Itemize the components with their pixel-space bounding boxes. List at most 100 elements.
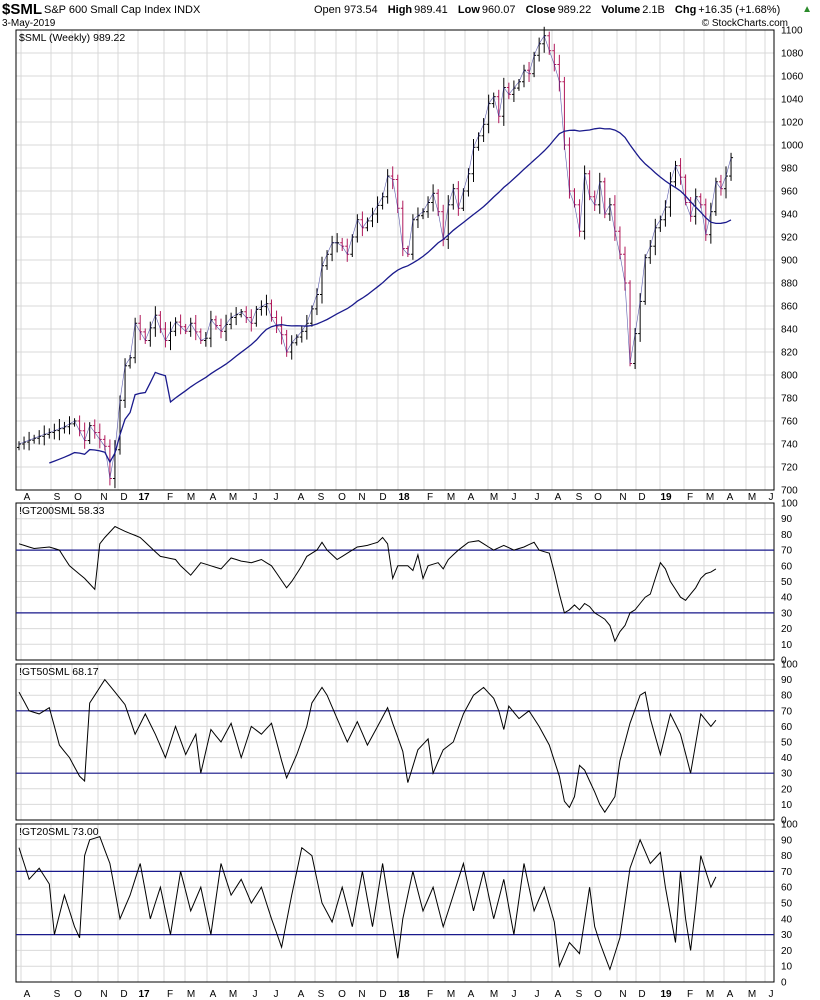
x-tick-label: A <box>727 492 734 503</box>
up-triangle-icon: ▲ <box>802 4 812 15</box>
y-tick-label: 50 <box>781 738 793 749</box>
y-tick-label: 20 <box>781 946 793 957</box>
x-tick-label: M <box>748 989 756 1000</box>
y-tick-label: 70 <box>781 867 793 878</box>
panel-legend: !GT20SML 73.00 <box>19 826 99 838</box>
y-tick-label: 940 <box>781 210 798 221</box>
security-full-name: S&P 600 Small Cap Index <box>44 4 171 16</box>
y-tick-label: 900 <box>781 256 798 267</box>
x-tick-label: S <box>576 492 583 503</box>
brand-credit: © StockCharts.com <box>701 18 788 29</box>
y-tick-label: 780 <box>781 394 798 405</box>
x-tick-label: A <box>468 492 475 503</box>
y-tick-label: 760 <box>781 417 798 428</box>
panel-4: 0 10 20 30 40 50 60 70 80 90 100 !GT20SML 73.00 <box>15 820 798 989</box>
x-axis-bottom: A S O N D 17 F M A M J J A S O N D 18 F M A M J J A S O N D 19 F M A M J <box>24 989 774 1000</box>
x-tick-label: N <box>100 492 107 503</box>
quote-summary: Open 973.54 High 989.41 Low 960.07 Close 98… <box>314 4 780 16</box>
y-tick-label: 100 <box>781 660 798 671</box>
y-tick-label: 100 <box>781 820 798 831</box>
x-tick-label: 19 <box>660 989 672 1000</box>
x-tick-label: 18 <box>398 989 410 1000</box>
y-tick-label: 30 <box>781 930 793 941</box>
close-line <box>18 35 732 479</box>
y-tick-label: 10 <box>781 800 793 811</box>
high-label: High <box>387 4 413 16</box>
y-tick-label: 20 <box>781 624 793 635</box>
change-value: +16.35 (+1.68%) <box>698 4 781 16</box>
x-tick-label: F <box>167 492 173 503</box>
x-tick-label: A <box>298 492 305 503</box>
x-tick-label: M <box>187 492 195 503</box>
x-tick-label: S <box>54 492 61 503</box>
panel-frame <box>15 663 775 821</box>
open-value: 973.54 <box>343 4 378 16</box>
y-tick-label: 920 <box>781 233 798 244</box>
panel-frame <box>15 29 775 491</box>
price-bars <box>17 26 734 489</box>
y-tick-label: 40 <box>781 593 793 604</box>
x-tick-label: J <box>535 989 540 1000</box>
high-value: 989.41 <box>414 4 448 16</box>
panel-3: 0 10 20 30 40 50 60 70 80 90 100 !GT50SML 68.17 <box>15 660 798 827</box>
x-tick-label: F <box>687 989 693 1000</box>
x-tick-label: 17 <box>138 989 150 1000</box>
x-tick-label: J <box>512 492 517 503</box>
y-tick-label: 1060 <box>781 72 804 83</box>
y-tick-label: 80 <box>781 530 793 541</box>
security-name: S&P 600 Small Cap Index INDX <box>44 4 200 16</box>
y-tick-label: 1100 <box>781 26 803 37</box>
y-tick-label: 50 <box>781 899 793 910</box>
x-tick-label: 18 <box>398 492 410 503</box>
y-tick-label: 0 <box>781 978 787 989</box>
y-tick-label: 70 <box>781 546 793 557</box>
panel-1: 700 720 740 760 780 800 820 840 860 880 900 920 940 9… <box>15 26 804 497</box>
chart-header: $SML S&P 600 Small Cap Index INDX 3-May-… <box>2 1 818 31</box>
x-tick-label: D <box>638 989 645 1000</box>
x-tick-label: F <box>687 492 693 503</box>
x-tick-label: J <box>512 989 517 1000</box>
x-tick-label: A <box>24 989 31 1000</box>
x-tick-label: M <box>447 989 455 1000</box>
x-tick-label: M <box>229 989 237 1000</box>
x-tick-label: M <box>490 989 498 1000</box>
open-label: Open <box>314 4 341 16</box>
y-tick-label: 820 <box>781 348 798 359</box>
panel-legend: !GT200SML 58.33 <box>19 505 105 517</box>
x-tick-label: J <box>769 989 774 1000</box>
y-tick-label: 980 <box>781 164 798 175</box>
breadth-line-2 <box>18 678 717 814</box>
y-tick-label: 10 <box>781 962 793 973</box>
y-tick-label: 60 <box>781 883 793 894</box>
x-tick-label: S <box>576 989 583 1000</box>
y-tick-label: 1040 <box>781 95 804 106</box>
volume-label: Volume <box>601 4 641 16</box>
low-label: Low <box>457 4 480 16</box>
x-tick-label: A <box>210 492 217 503</box>
x-tick-label: A <box>210 989 217 1000</box>
y-tick-label: 80 <box>781 691 793 702</box>
x-tick-label: F <box>167 989 173 1000</box>
x-tick-label: M <box>706 492 714 503</box>
y-tick-label: 1020 <box>781 118 804 129</box>
y-tick-label: 60 <box>781 722 793 733</box>
x-tick-label: O <box>594 492 602 503</box>
change-label: Chg <box>674 4 697 16</box>
x-tick-label: M <box>706 989 714 1000</box>
y-tick-label: 700 <box>781 486 798 497</box>
x-tick-label: D <box>638 492 645 503</box>
y-tick-label: 1000 <box>781 141 804 152</box>
low-value: 960.07 <box>481 4 516 16</box>
y-tick-label: 40 <box>781 914 793 925</box>
x-tick-label: N <box>358 989 365 1000</box>
x-tick-label: A <box>727 989 734 1000</box>
x-tick-label: J <box>253 492 258 503</box>
x-tick-label: D <box>379 989 386 1000</box>
x-tick-label: N <box>100 989 107 1000</box>
panel-frame <box>15 502 775 661</box>
x-tick-label: M <box>187 989 195 1000</box>
x-tick-label: 17 <box>138 492 150 503</box>
volume-value: 2.1B <box>642 4 665 16</box>
y-tick-label: 1080 <box>781 49 804 60</box>
